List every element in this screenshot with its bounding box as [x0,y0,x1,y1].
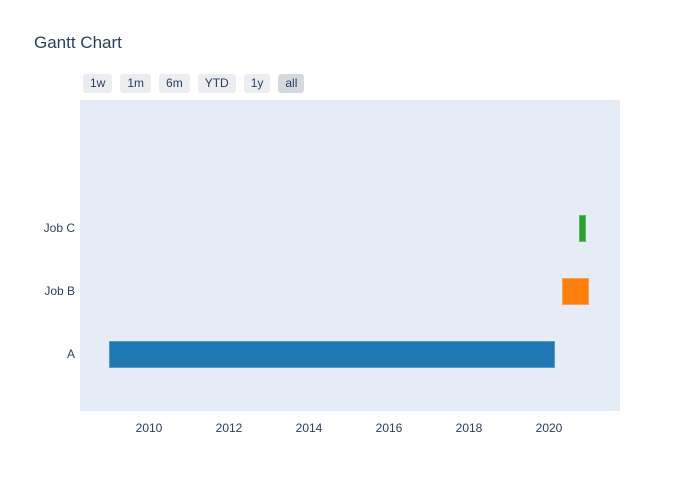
range-button-all[interactable]: all [278,74,305,93]
x-tick-2012: 2012 [215,421,243,435]
range-button-1w[interactable]: 1w [83,74,113,93]
range-button-1m[interactable]: 1m [120,74,152,93]
gantt-bar-job-b[interactable] [562,277,589,305]
chart-title: Gantt Chart [34,33,122,52]
x-tick-2014: 2014 [295,421,323,435]
y-axis-label-a: A [66,347,75,361]
x-tick-2016: 2016 [375,421,403,435]
range-button-6m[interactable]: 6m [159,74,190,93]
range-button-1y[interactable]: 1y [243,74,271,93]
y-axis-label-job-b: Job B [44,284,75,298]
x-tick-2018: 2018 [455,421,483,435]
plot-area[interactable] [80,100,620,411]
gantt-bar-a[interactable] [109,340,556,368]
x-tick-2020: 2020 [535,421,563,435]
gantt-bar-job-c[interactable] [579,214,586,242]
range-selector: 1w 1m 6m YTD 1y all [83,74,305,93]
x-tick-2010: 2010 [135,421,163,435]
y-axis-label-job-c: Job C [43,221,75,235]
range-button-ytd[interactable]: YTD [197,74,236,93]
